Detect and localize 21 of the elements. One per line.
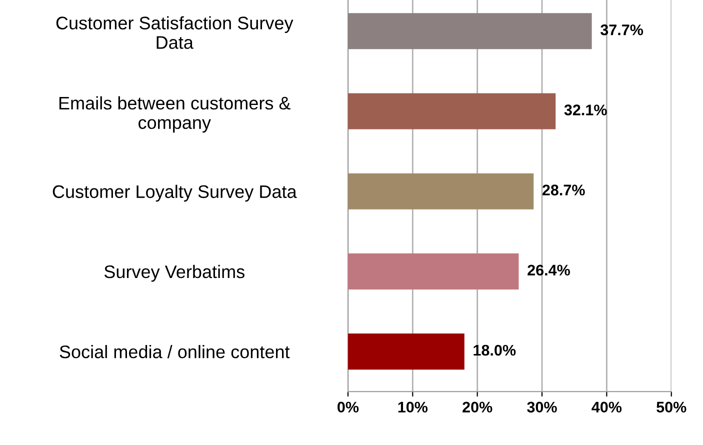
bar: [348, 13, 592, 50]
x-tick-label: 20%: [462, 402, 492, 413]
x-tick-label: 0%: [338, 402, 359, 413]
y-tick-label: Customer Satisfaction Survey Data: [56, 16, 294, 49]
y-tick-label: Social media / online content: [60, 345, 290, 358]
data-label: 32.1%: [564, 104, 607, 116]
y-tick-label: Customer Loyalty Survey Data: [52, 184, 297, 202]
bar: [348, 93, 556, 130]
x-tick-label: 10%: [398, 402, 428, 413]
y-tick-label: Emails between customers & company: [59, 96, 290, 133]
data-label: 37.7%: [600, 24, 644, 36]
x-tick-label: 30%: [527, 402, 557, 413]
bar: [348, 253, 519, 290]
x-tick-label: 50%: [656, 402, 686, 413]
bar: [348, 334, 464, 370]
data-label: 26.4%: [528, 264, 570, 276]
x-tick-label: 40%: [592, 402, 622, 413]
bar: [348, 173, 534, 210]
y-tick-label: Survey Verbatims: [104, 264, 244, 282]
data-label: 18.0%: [474, 344, 516, 356]
data-label: 28.7%: [542, 184, 585, 196]
